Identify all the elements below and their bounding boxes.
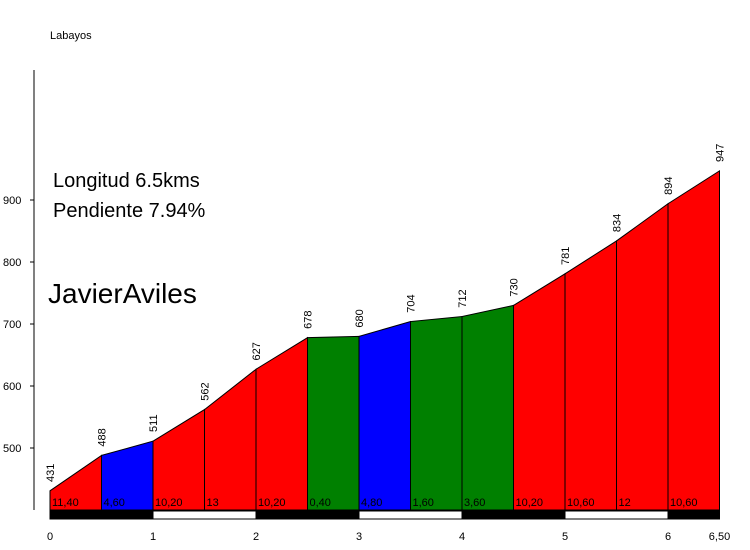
segment-gradient-label: 12 [619,497,631,509]
elevation-label: 678 [303,310,315,328]
profile-segment [667,169,720,511]
y-tick-label: 900 [3,195,21,207]
author-label: JavierAviles [48,278,197,309]
segment-gradient-label: 4,60 [104,497,125,509]
distance-bar-segment [358,510,463,520]
distance-bar-segment [255,510,360,520]
elevation-label: 431 [45,464,57,482]
segment-gradient-label: 4,80 [361,497,382,509]
elevation-label: 704 [406,294,418,312]
distance-bar-segment [152,510,257,520]
elevation-label: 894 [663,177,675,195]
profile-segment [461,304,514,511]
gradient-label: Pendiente 7.94% [53,200,206,222]
profile-segment [307,335,360,511]
y-tick-label: 500 [3,443,21,455]
x-tick-label: 6 [665,531,671,543]
profile-segment [255,336,308,511]
segment-gradient-label: 1,60 [413,497,434,509]
profile-segment [410,316,463,511]
elevation-label: 834 [612,214,624,232]
length-label: Longitud 6.5kms [53,170,200,192]
x-tick-label: 2 [253,531,259,543]
elevation-label: 947 [715,144,727,162]
distance-bar-segment [564,510,669,520]
segment-gradient-label: 10,20 [155,497,183,509]
x-tick-label: 1 [150,531,156,543]
profile-segment [204,368,257,511]
x-tick-label: 3 [356,531,362,543]
elevation-label: 712 [457,289,469,307]
profile-segment [564,240,617,511]
segment-gradient-label: 0,40 [310,497,331,509]
y-tick-label: 600 [3,381,21,393]
profile-segment [616,202,669,511]
elevation-label: 511 [148,414,160,432]
elevation-label: 781 [560,247,572,265]
x-tick-label: 4 [459,531,465,543]
distance-bar-segment [49,510,154,520]
elevation-label: 680 [354,309,366,327]
elevation-label: 730 [509,278,521,296]
segment-gradient-label: 13 [207,497,219,509]
profile-segment [152,408,205,511]
elevation-label: 627 [251,342,263,360]
segment-gradient-label: 10,20 [516,497,544,509]
profile-segment [513,272,566,511]
x-tick-label: 6,50 [709,531,730,543]
y-tick-label: 700 [3,319,21,331]
elevation-label: 488 [97,428,109,446]
segment-gradient-label: 10,60 [567,497,595,509]
y-tick-label: 800 [3,257,21,269]
segment-gradient-label: 11,40 [52,497,79,509]
profile-segment [358,320,411,511]
elevation-label: 562 [200,382,212,400]
x-tick-label: 0 [47,531,53,543]
segment-gradient-label: 10,60 [670,497,698,509]
distance-bar-segment [461,510,566,520]
segment-gradient-label: 3,60 [464,497,485,509]
segment-gradient-label: 10,20 [258,497,286,509]
chart-title: Labayos [50,30,92,42]
x-tick-label: 5 [562,531,568,543]
distance-bar-segment [667,510,720,520]
